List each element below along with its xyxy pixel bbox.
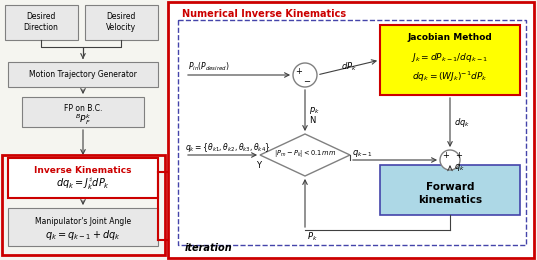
Text: Inverse Kinematics: Inverse Kinematics [34,166,132,174]
Text: iteration: iteration [185,243,233,253]
Text: Y: Y [257,160,262,170]
FancyBboxPatch shape [8,208,158,246]
Text: $q_k = q_{k-1} + dq_k$: $q_k = q_{k-1} + dq_k$ [45,228,121,242]
Text: N: N [309,116,315,125]
Text: +: + [442,151,449,159]
FancyBboxPatch shape [22,97,144,127]
Polygon shape [260,134,350,176]
Text: $P_k$: $P_k$ [307,231,318,243]
Text: Desired
Velocity: Desired Velocity [106,12,136,32]
Text: $J_k = dP_{k-1}/dq_{k-1}$: $J_k = dP_{k-1}/dq_{k-1}$ [411,50,489,63]
Text: kinematics: kinematics [418,195,482,205]
Text: $dq_k$: $dq_k$ [454,116,470,129]
Text: FP on B.C.: FP on B.C. [64,103,102,113]
Text: $dP_k$: $dP_k$ [340,61,357,73]
Text: $q_k$: $q_k$ [454,162,465,173]
Text: $dq_k = J_k^\sharp dP_k$: $dq_k = J_k^\sharp dP_k$ [56,176,110,192]
FancyBboxPatch shape [8,158,158,198]
Text: Forward: Forward [426,182,474,192]
FancyBboxPatch shape [5,5,78,40]
Text: $p_k$: $p_k$ [309,105,320,116]
FancyBboxPatch shape [85,5,158,40]
Text: $^BP_F^k$: $^BP_F^k$ [75,113,91,127]
Text: $|P_m - P_k| < 0.1\,mm$: $|P_m - P_k| < 0.1\,mm$ [274,147,336,159]
Text: Manipulator's Joint Angle: Manipulator's Joint Angle [35,217,131,225]
Text: $P_{in}(P_{desired})$: $P_{in}(P_{desired})$ [188,61,230,73]
Text: $q_k = \{\theta_{k1},\theta_{k2},\theta_{k3},\theta_{k4}\}$: $q_k = \{\theta_{k1},\theta_{k2},\theta_… [185,140,271,153]
Text: Motion Trajectory Generator: Motion Trajectory Generator [29,69,137,79]
Text: $dq_k = (WJ_k)^{-1}dP_k$: $dq_k = (WJ_k)^{-1}dP_k$ [412,70,488,84]
FancyBboxPatch shape [8,62,158,87]
Text: Numerical Inverse Kinematics: Numerical Inverse Kinematics [182,9,346,19]
Text: Jacobian Method: Jacobian Method [408,32,492,42]
FancyBboxPatch shape [168,2,534,258]
Text: +: + [295,67,302,75]
Circle shape [293,63,317,87]
Text: $q_{k-1}$: $q_{k-1}$ [352,147,373,159]
FancyBboxPatch shape [380,25,520,95]
Text: +: + [455,151,462,159]
Text: Desired
Direction: Desired Direction [24,12,59,32]
Circle shape [440,150,460,170]
FancyBboxPatch shape [380,165,520,215]
Text: −: − [303,77,310,87]
